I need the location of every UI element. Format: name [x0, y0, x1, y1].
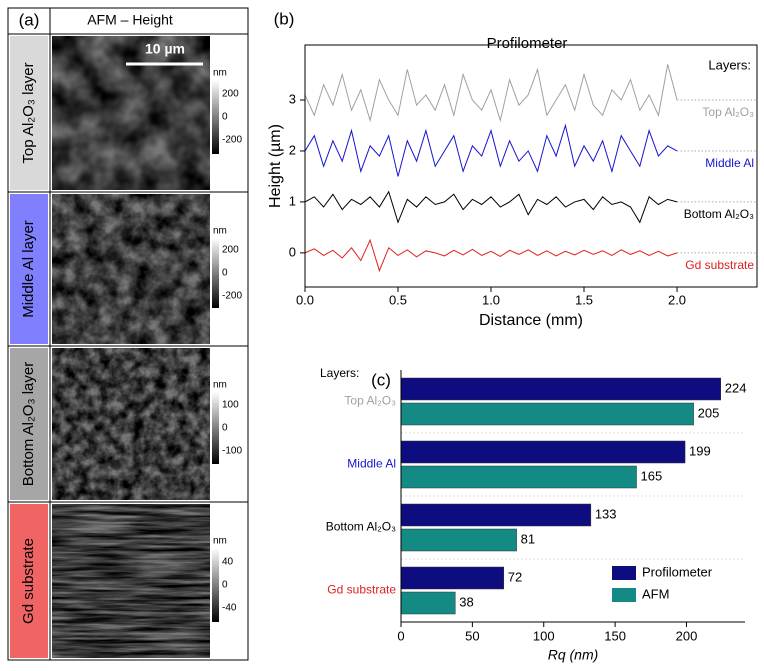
plot-frame [304, 44, 758, 288]
y-tick-label: 2 [289, 142, 296, 157]
legend-swatch [612, 566, 636, 580]
colorbar-tick-label: -200 [222, 291, 242, 302]
y-tick-label: 1 [289, 193, 296, 208]
colorbar-tick-label: 0 [222, 580, 228, 591]
afm-image [52, 348, 210, 500]
row-label-bg [10, 348, 48, 500]
y-tick-label: 0 [289, 244, 296, 259]
colorbar-unit: nm [213, 68, 227, 79]
x-axis-label: Rq (nm) [548, 647, 599, 663]
bar [400, 377, 721, 401]
colorbar-tick-label: 0 [222, 112, 228, 123]
category-label: Middle Al [347, 457, 396, 471]
colorbar [212, 392, 219, 464]
profile-line [304, 123, 678, 177]
colorbar-tick-label: 200 [222, 245, 239, 256]
x-tick-label: 1.0 [482, 292, 500, 307]
legend-entry: Bottom Al₂O₃ [684, 207, 754, 221]
x-tick-label: 0 [397, 628, 404, 643]
profile-line [304, 238, 678, 273]
x-tick-label: 2.0 [668, 292, 686, 307]
colorbar-tick-label: 40 [222, 557, 234, 568]
x-tick-label: 150 [604, 628, 626, 643]
value-label: 133 [595, 506, 617, 521]
bar [400, 503, 592, 527]
colorbar-unit: nm [213, 536, 227, 547]
x-tick-label: 200 [676, 628, 698, 643]
legend-entry: Profilometer [642, 564, 713, 579]
value-label: 199 [689, 443, 711, 458]
legend-swatch [612, 588, 636, 602]
profile-line [304, 190, 678, 224]
value-label: 38 [459, 594, 473, 609]
colorbar-tick-label: -200 [222, 135, 242, 146]
row-label-bg [10, 504, 48, 658]
category-label: Bottom Al₂O₃ [326, 520, 396, 534]
afm-panel: (a) AFM – Height [7, 7, 249, 661]
panel-label: (c) [371, 370, 391, 389]
row-label: Middle Al layer [20, 220, 37, 318]
legend-title: Layers: [708, 57, 751, 72]
category-label: Gd substrate [327, 583, 396, 597]
legend-entry: Top Al₂O₃ [702, 105, 754, 119]
x-tick-label: 100 [533, 628, 555, 643]
colorbar-tick-label: 0 [222, 423, 228, 434]
colorbar-tick-label: -40 [222, 603, 237, 614]
x-axis-label: Distance (mm) [479, 312, 583, 329]
y-tick-label: 3 [289, 91, 296, 106]
value-label: 224 [725, 380, 747, 395]
panel-frame [7, 7, 249, 661]
colorbar [212, 548, 219, 622]
colorbar-unit: nm [213, 226, 227, 237]
legend-entry: Gd substrate [685, 258, 754, 272]
colorbar-tick-label: 100 [222, 400, 239, 411]
row-label: Bottom Al₂O₃ layer [20, 362, 37, 486]
x-tick-label: 1.5 [575, 292, 593, 307]
colorbar-tick-label: 200 [222, 89, 239, 100]
legend-entry: Middle Al [705, 156, 754, 170]
row-label-bg [10, 194, 48, 344]
panel-label: (b) [274, 9, 295, 28]
bar [400, 528, 517, 552]
row-label: Top Al₂O₃ layer [20, 62, 37, 163]
chart-title: Profilometer [487, 35, 568, 52]
bar [400, 440, 686, 464]
bar [400, 591, 456, 615]
row-label-bg [10, 36, 48, 190]
legend-entry: AFM [642, 586, 669, 601]
value-label: 72 [508, 569, 522, 584]
legend-title: Layers: [320, 366, 359, 380]
row-label: Gd substrate [20, 538, 37, 624]
colorbar-tick-label: 0 [222, 268, 228, 279]
y-axis-label: Height (µm) [267, 124, 284, 208]
afm-image [52, 36, 210, 190]
panel-label: (a) [19, 10, 40, 29]
afm-image [52, 194, 210, 344]
x-tick-label: 0.5 [389, 292, 407, 307]
category-label: Top Al₂O₃ [344, 394, 396, 408]
profile-line [304, 64, 678, 123]
scale-bar-label: 10 µm [145, 41, 185, 57]
value-label: 81 [521, 531, 535, 546]
bar [400, 465, 637, 489]
header: AFM – Height [87, 12, 173, 28]
colorbar-unit: nm [213, 380, 227, 391]
afm-image [52, 504, 210, 658]
bar [400, 566, 505, 590]
colorbar-tick-label: -100 [222, 446, 242, 457]
x-tick-label: 0.0 [296, 292, 314, 307]
value-label: 205 [698, 405, 720, 420]
x-tick-label: 50 [465, 628, 479, 643]
bar [400, 402, 694, 426]
value-label: 165 [641, 468, 663, 483]
colorbar [212, 238, 219, 308]
colorbar [212, 80, 219, 154]
